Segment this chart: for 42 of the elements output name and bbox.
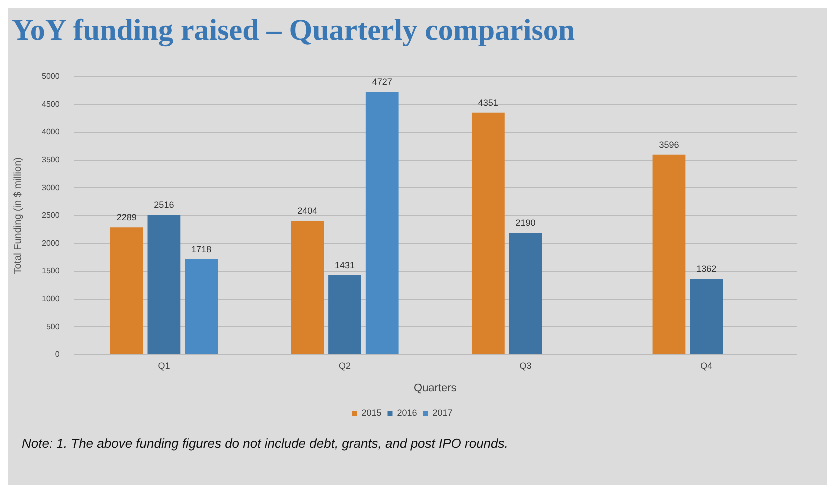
- y-tick-label: 5000: [42, 72, 60, 82]
- bar: [110, 228, 144, 354]
- data-label: 2289: [116, 212, 137, 223]
- data-label: 2404: [298, 206, 318, 216]
- y-tick-label: 3500: [42, 155, 60, 164]
- legend-label: 2015: [362, 408, 382, 418]
- data-label: 4351: [478, 98, 498, 108]
- x-tick-label: Q2: [338, 360, 352, 371]
- y-tick-label: 1000: [42, 294, 60, 304]
- bar: [652, 154, 686, 354]
- data-label: 1362: [696, 264, 717, 274]
- y-axis-title: Total Funding (in $ million): [12, 158, 24, 274]
- bar: [291, 221, 324, 354]
- data-label: 1431: [334, 260, 356, 270]
- bar: [148, 215, 181, 354]
- y-tick-label: 3000: [42, 183, 60, 192]
- bar: [690, 279, 724, 354]
- x-tick-label: Q1: [158, 360, 170, 371]
- bar: [366, 92, 399, 354]
- data-label: 4727: [372, 76, 392, 87]
- data-label: 2190: [516, 218, 536, 228]
- bar: [185, 259, 218, 354]
- y-tick-label: 1500: [42, 266, 60, 276]
- bar: [509, 233, 542, 354]
- y-tick-label: 2000: [42, 238, 60, 248]
- text: Note: 1. The above funding figures do not include debt, grants, and post IPO rounds.: [21, 435, 510, 451]
- x-axis-title: Quarters: [414, 382, 458, 394]
- y-tick-label: 4500: [42, 100, 60, 109]
- data-label: 2516: [154, 200, 174, 210]
- y-tick-label: 0: [55, 350, 60, 360]
- y-tick-label: 2500: [42, 211, 60, 220]
- data-label: 3596: [659, 140, 680, 150]
- legend-label: 2016: [397, 408, 418, 418]
- bar: [328, 275, 362, 354]
- data-label: 1718: [192, 244, 212, 254]
- y-tick-label: 4000: [42, 128, 60, 137]
- legend-label: 2017: [432, 408, 453, 418]
- chart-title: YoY funding raised – Quarterly comparison: [11, 13, 576, 49]
- y-tick-label: 500: [46, 322, 60, 332]
- x-tick-label: Q4: [700, 360, 713, 371]
- bar: [472, 112, 505, 354]
- x-tick-label: Q3: [520, 360, 532, 371]
